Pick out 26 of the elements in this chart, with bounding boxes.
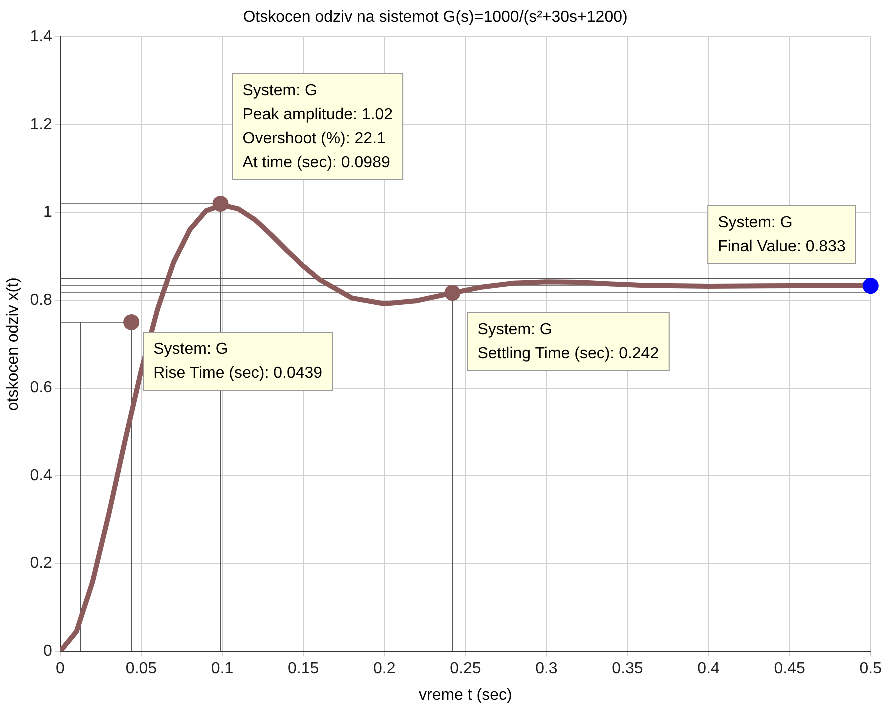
x-tick-label: 0.4 (698, 660, 720, 678)
y-tick-label: 0.8 (30, 292, 53, 309)
x-tick-label: 0.5 (860, 660, 882, 678)
y-tick-label: 1.2 (30, 116, 53, 134)
y-axis-title: otskocen odziv x(t) (5, 278, 22, 412)
x-tick-label: 0.1 (211, 660, 234, 678)
x-tick-label: 0 (56, 660, 65, 678)
annotation: System: G Rise Time (sec): 0.0439 (154, 340, 323, 382)
chart-title: Otskocen odziv na sistemot G(s)=1000/(s²+30s+1200) (243, 9, 628, 26)
x-tick-label: 0.05 (126, 660, 158, 678)
y-tick-label: 1.4 (30, 28, 53, 46)
x-tick-label: 0.25 (450, 660, 482, 678)
x-tick-label: 0.3 (536, 660, 558, 678)
y-tick-label: 0.2 (30, 555, 53, 572)
x-tick-label: 0.2 (373, 660, 396, 678)
y-tick-label: 0.6 (30, 380, 53, 397)
x-tick-label: 0.45 (774, 660, 806, 678)
annotation: System: G Settling Time (sec): 0.242 (478, 321, 660, 362)
x-tick-label: 0.35 (612, 660, 644, 678)
y-tick-label: 0 (44, 643, 53, 660)
x-axis-title: vreme t (sec) (418, 686, 512, 704)
x-tick-label: 0.15 (288, 660, 320, 678)
y-tick-label: 1 (44, 204, 53, 222)
annotation: System: G Final Value: 0.833 (718, 214, 846, 256)
y-tick-label: 0.4 (30, 467, 53, 484)
annotation: System: G Peak amplitude: 1.02 Overshoot (%): 22.1 At time (sec): 0.0989 (242, 82, 394, 172)
